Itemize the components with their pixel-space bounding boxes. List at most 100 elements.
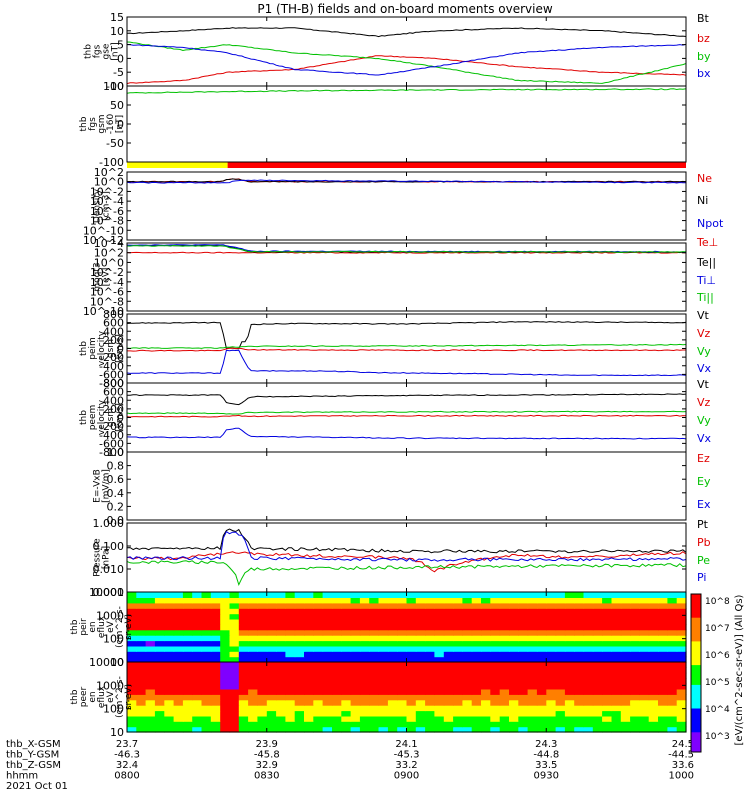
heatmap-cell [518,678,529,685]
heatmap-cell [136,715,147,722]
heatmap-cell [220,699,231,706]
heatmap-cell [164,726,175,733]
heatmap-cell [238,597,249,604]
heatmap-cell [630,624,640,631]
heatmap-cell [378,667,389,674]
heatmap-cell [481,678,491,685]
heatmap-cell [509,597,519,604]
heatmap-cell [397,678,408,685]
heatmap-cell [378,613,389,620]
heatmap-cell [164,651,175,658]
y-label-line: peim [88,337,98,360]
series-line-Vz [126,414,687,418]
y-tick-label: 1000 [96,609,124,622]
heatmap-cell [182,618,193,625]
heatmap-cell [378,726,389,733]
heatmap-cell [192,715,203,722]
heatmap-cell [648,688,659,695]
heatmap-cell [630,613,640,620]
heatmap-cell [620,624,631,631]
heatmap-cell [620,656,631,663]
heatmap-cell [471,662,482,668]
heatmap-cell [453,645,463,652]
heatmap-cell [313,645,324,652]
heatmap-cell [546,602,557,609]
series-line-bz [126,55,687,85]
y-tick-label: 800 [103,377,124,390]
heatmap-cell [592,640,603,647]
heatmap-cell [238,608,249,615]
heatmap-cell [322,683,333,690]
heatmap-cell [397,608,408,615]
heatmap-cell [182,699,193,706]
heatmap-cell [248,726,258,733]
heatmap-cell [322,608,333,615]
heatmap-cell [136,656,147,663]
heatmap-cell [182,710,193,717]
heatmap-cell [481,645,491,652]
heatmap-cell [359,705,370,712]
heatmap-cell [481,694,491,701]
heatmap-cell [574,629,585,636]
heatmap-cell [136,592,147,598]
heatmap-cell [406,651,417,658]
heatmap-cell [266,608,277,615]
heatmap-cell [313,608,324,615]
heatmap-cell [592,678,603,685]
heatmap-cell [509,656,519,663]
series-line-Npot [126,179,687,184]
heatmap-cell [369,662,380,668]
heatmap-cell [574,672,585,679]
heatmap-cell [397,651,408,658]
heatmap-cell [378,597,389,604]
heatmap-cell [304,683,314,690]
y-tick-label: 400 [103,325,124,338]
y-tick-label: 1000 [96,679,124,692]
heatmap-cell [602,721,612,728]
heatmap-cell [425,715,435,722]
heatmap-cell [546,635,557,642]
heatmap-cell [304,592,314,598]
heatmap-cell [676,678,687,685]
heatmap-cell [127,678,137,685]
heatmap-cell [425,613,435,620]
heatmap-cell [136,651,147,658]
heatmap-cell [201,651,212,658]
heatmap-cell [527,721,538,728]
y-tick-label: -100 [99,156,124,169]
heatmap-cell [499,624,510,631]
heatmap-cell [527,602,538,609]
heatmap-cell [564,651,575,658]
heatmap-cell [229,672,240,679]
heatmap-cell [136,613,147,620]
heatmap-cell [238,699,249,706]
heatmap-cell [611,672,622,679]
heatmap-cell [527,710,538,717]
heatmap-cell [620,721,631,728]
heatmap-cell [620,597,631,604]
heatmap-cell [676,705,687,712]
heatmap-cell [471,613,482,620]
heatmap-cell [220,629,231,636]
heatmap-cell [332,597,342,604]
heatmap-cell [611,613,622,620]
heatmap-cell [546,618,557,625]
heatmap-cell [499,726,510,733]
heatmap-cell [397,592,408,598]
heatmap-cell [658,624,668,631]
mode-bar-segment [127,162,228,168]
heatmap-cell [322,667,333,674]
series-line-Vx [126,427,687,440]
heatmap-cell [145,645,156,652]
heatmap-cell [406,688,417,695]
heatmap-cell [434,705,445,712]
y-label-line: en [88,691,98,702]
heatmap-cell [276,608,286,615]
colorbar-swatch [691,645,701,650]
heatmap-cell [574,613,585,620]
series-line-bx [126,43,687,76]
footer-row-label: hhmm [6,771,38,782]
heatmap-cell [397,710,408,717]
colorbar-swatch [691,625,701,631]
